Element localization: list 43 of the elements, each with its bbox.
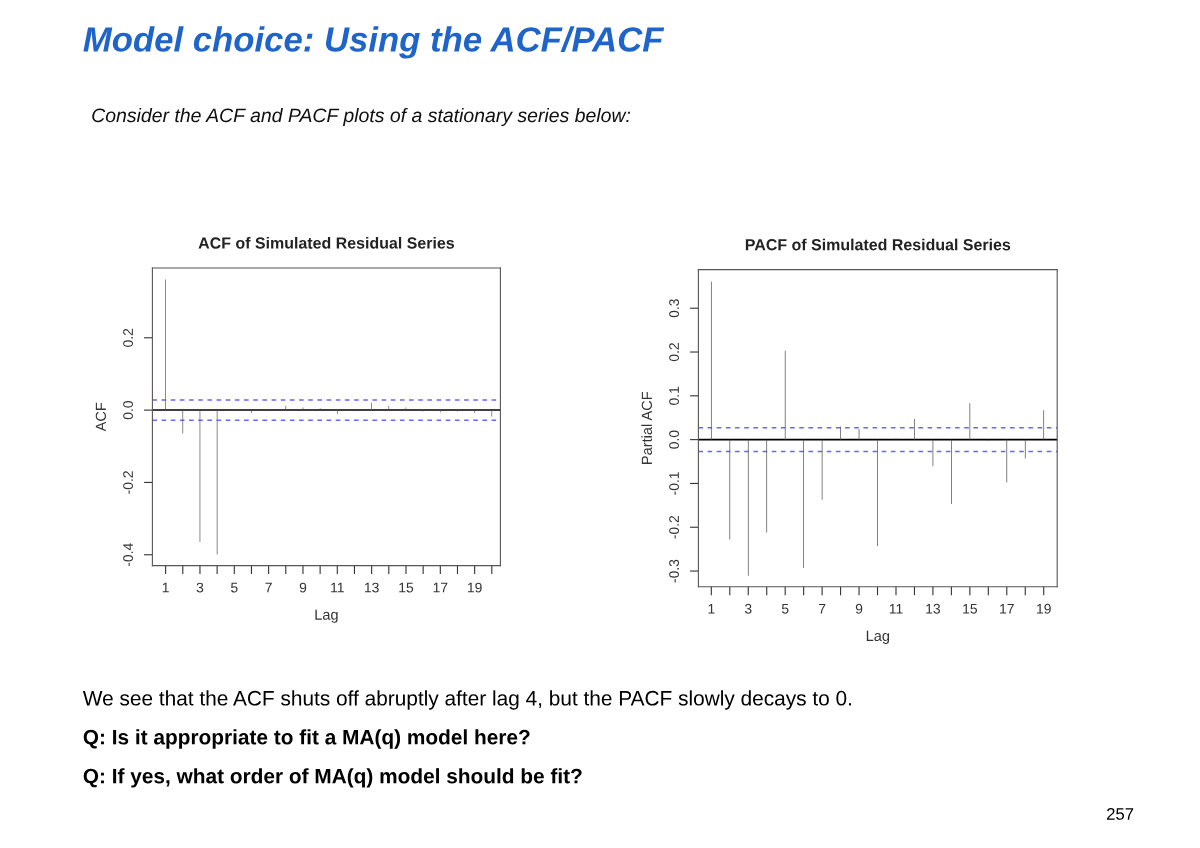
y-axis-title: ACF — [95, 402, 107, 432]
x-tick-label: 3 — [744, 603, 752, 614]
text: 257 — [1107, 808, 1134, 820]
y-tick-label: 0.0 — [669, 430, 679, 449]
y-tick-label: 0.1 — [669, 386, 679, 405]
x-axis-title: Lag — [866, 630, 890, 644]
chart-title: ACF of Simulated Residual Series — [198, 236, 455, 249]
x-tick-label: 9 — [855, 603, 863, 614]
y-tick-label: -0.3 — [669, 559, 679, 583]
x-tick-label: 11 — [331, 582, 344, 593]
text: Model choice: Using the ACF/PACF — [83, 26, 665, 59]
y-tick-label: 0.2 — [669, 343, 679, 362]
x-tick-label: 13 — [926, 603, 941, 614]
x-tick-label: 15 — [399, 582, 414, 593]
y-tick-label: 0.2 — [123, 328, 133, 347]
x-tick-label: 3 — [196, 582, 204, 593]
x-tick-label: 19 — [1037, 603, 1051, 614]
x-tick-label: 5 — [781, 603, 789, 614]
y-tick-label: -0.1 — [669, 472, 679, 495]
x-axis-title: Lag — [315, 609, 338, 623]
x-tick-label: 9 — [299, 582, 307, 593]
x-tick-label: 11 — [889, 603, 903, 614]
text: Q: If yes, what order of MA(q) model should be fit? — [83, 768, 582, 788]
x-tick-label: 1 — [162, 582, 169, 593]
text: Q: Is it appropriate to fit a MA(q) model here? — [83, 729, 530, 749]
x-tick-label: 13 — [364, 582, 379, 593]
x-tick-label: 15 — [963, 603, 977, 614]
y-tick-label: -0.2 — [123, 471, 133, 494]
y-tick-label: 0.3 — [669, 299, 679, 318]
text: Consider the ACF and PACF plots of a stationary series below: — [92, 107, 631, 127]
y-axis-title: Partial ACF — [641, 391, 653, 464]
chart-title: PACF of Simulated Residual Series — [745, 238, 1011, 251]
x-tick-label: 19 — [467, 582, 482, 593]
x-tick-label: 5 — [230, 582, 238, 593]
x-tick-label: 7 — [818, 603, 826, 614]
y-tick-label: -0.2 — [669, 515, 679, 539]
x-tick-label: 7 — [265, 582, 272, 593]
x-tick-label: 17 — [1000, 603, 1014, 614]
y-tick-label: -0.4 — [123, 543, 133, 567]
y-tick-label: 0.0 — [123, 400, 133, 420]
text: We see that the ACF shuts off abruptly after lag 4, but the PACF slowly decays to 0. — [82, 690, 852, 710]
x-tick-label: 17 — [433, 582, 448, 593]
x-tick-label: 1 — [708, 603, 715, 614]
